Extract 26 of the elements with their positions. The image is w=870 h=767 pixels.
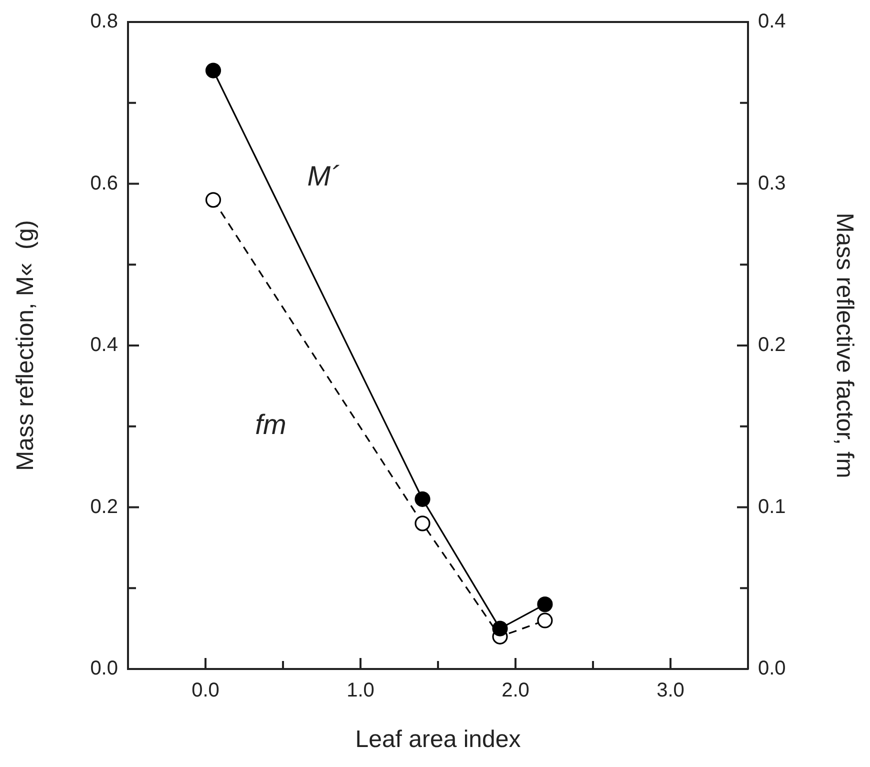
y-axis-title: Mass reflection, M« (g) [12, 220, 40, 471]
y2-tick-label: 0.4 [758, 10, 786, 33]
x-tick-label: 0.0 [192, 680, 220, 702]
y2-axis-title: Mass reflective factor, fm [830, 212, 858, 478]
y-tick-label: 0.0 [90, 658, 118, 680]
y-tick-label: 0.8 [90, 10, 118, 33]
y2-tick-label: 0.2 [758, 334, 786, 356]
y2-tick-label: 0.0 [758, 658, 786, 680]
x-axis-title: Leaf area index [355, 726, 521, 754]
point [537, 612, 553, 628]
point [414, 516, 430, 532]
y-tick-label: 0.2 [90, 496, 118, 518]
point [537, 596, 553, 612]
point [492, 620, 508, 636]
annotation: M´ [307, 160, 340, 192]
point [205, 192, 222, 208]
point [414, 491, 430, 507]
y2-tick-label: 0.1 [758, 496, 786, 518]
annotation: fm [255, 409, 286, 440]
y-tick-label: 0.6 [90, 172, 118, 194]
x-tick-label: 1.0 [346, 680, 374, 702]
y-tick-label: 0.4 [90, 334, 118, 356]
x-tick-label: 2.0 [502, 680, 530, 702]
x-tick-label: 3.0 [656, 680, 684, 702]
y2-tick-label: 0.3 [758, 172, 786, 194]
point [205, 62, 222, 78]
